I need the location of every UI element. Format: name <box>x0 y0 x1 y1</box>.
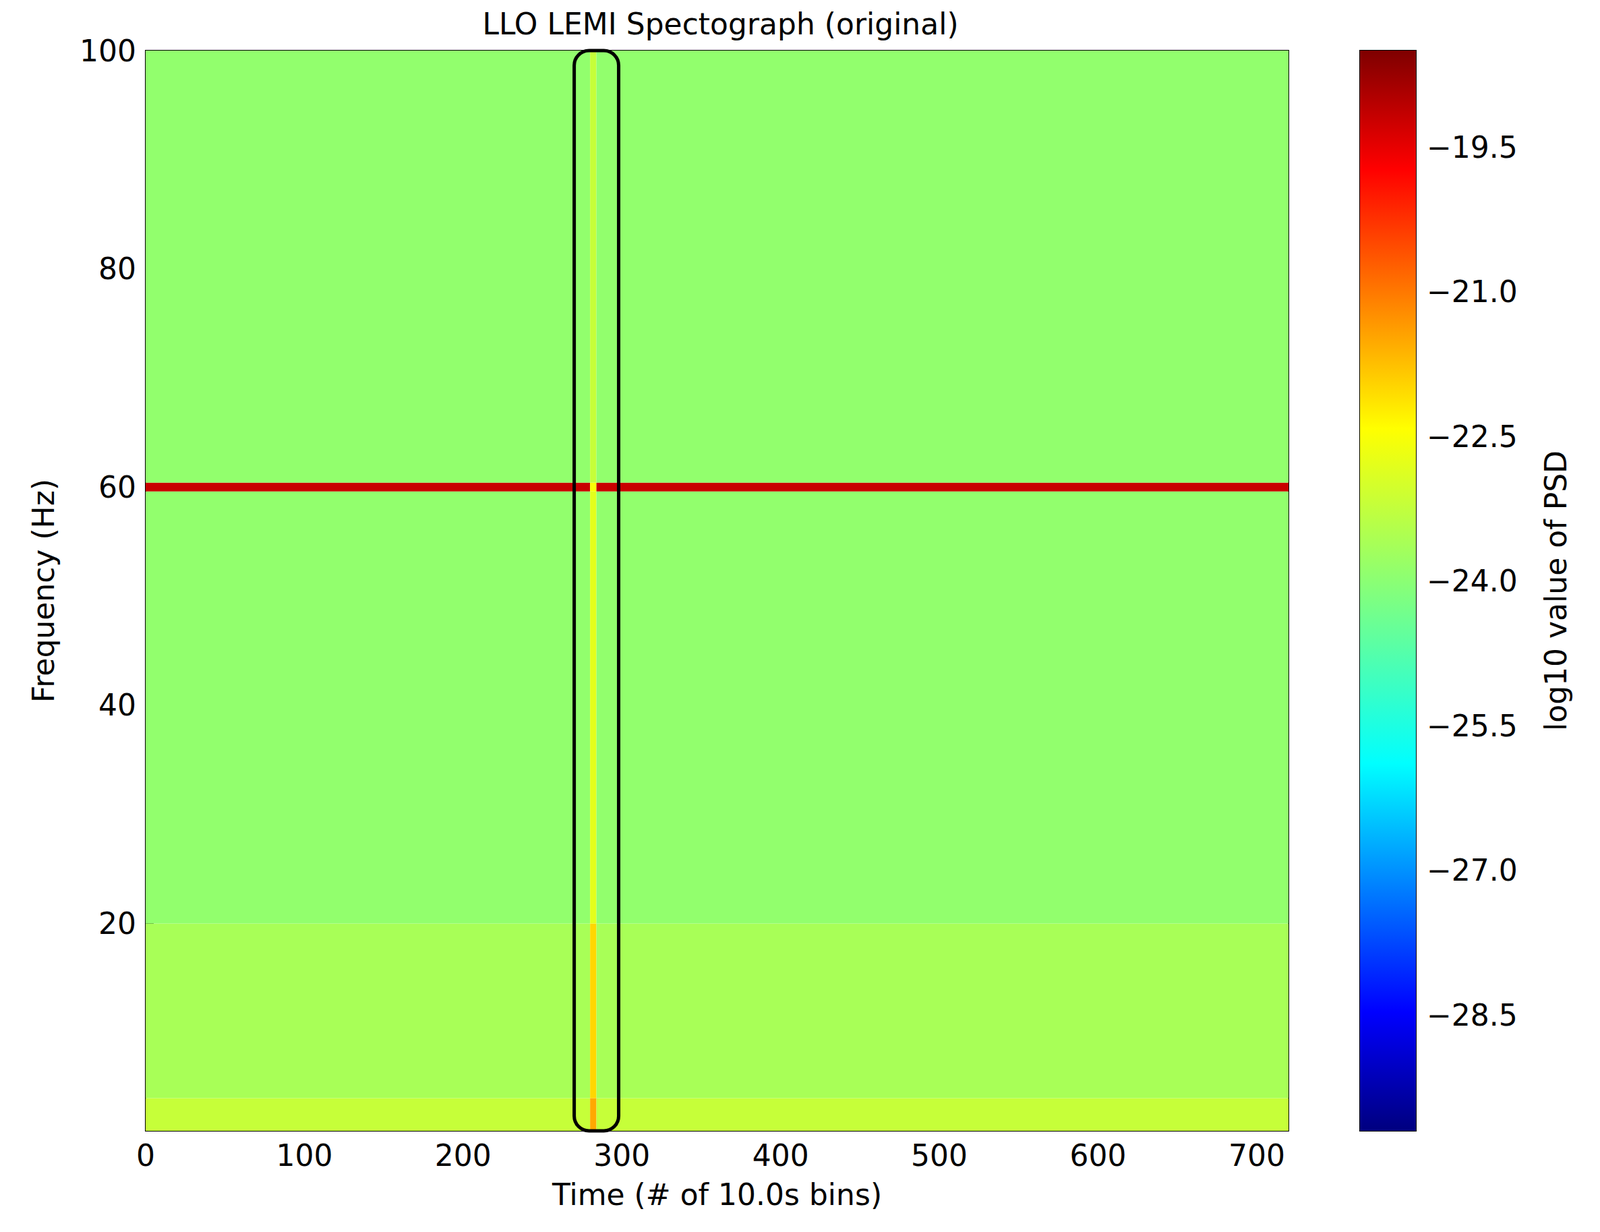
svg-text:400: 400 <box>752 1138 810 1173</box>
svg-text:log10 value of PSD: log10 value of PSD <box>1538 450 1574 731</box>
svg-text:80: 80 <box>98 251 137 286</box>
svg-text:Time (# of 10.0s bins): Time (# of 10.0s bins) <box>551 1177 882 1212</box>
svg-text:200: 200 <box>434 1138 492 1173</box>
svg-text:100: 100 <box>275 1138 333 1173</box>
svg-text:40: 40 <box>98 687 137 723</box>
svg-text:Frequency (Hz): Frequency (Hz) <box>26 478 61 703</box>
svg-text:−22.5: −22.5 <box>1426 419 1518 454</box>
svg-text:300: 300 <box>593 1138 650 1173</box>
svg-text:−24.0: −24.0 <box>1426 563 1518 599</box>
svg-text:20: 20 <box>98 906 137 941</box>
svg-text:−25.5: −25.5 <box>1426 708 1518 744</box>
svg-text:−19.5: −19.5 <box>1426 130 1518 165</box>
svg-text:100: 100 <box>79 33 137 69</box>
svg-text:600: 600 <box>1070 1138 1127 1173</box>
svg-text:−21.0: −21.0 <box>1426 274 1518 309</box>
svg-text:700: 700 <box>1228 1138 1286 1173</box>
svg-text:500: 500 <box>910 1138 968 1173</box>
svg-text:LLO LEMI Spectograph (original: LLO LEMI Spectograph (original) <box>482 6 959 42</box>
svg-text:60: 60 <box>98 469 137 505</box>
svg-text:0: 0 <box>136 1138 156 1173</box>
svg-text:−27.0: −27.0 <box>1426 852 1518 888</box>
svg-text:−28.5: −28.5 <box>1426 997 1518 1033</box>
